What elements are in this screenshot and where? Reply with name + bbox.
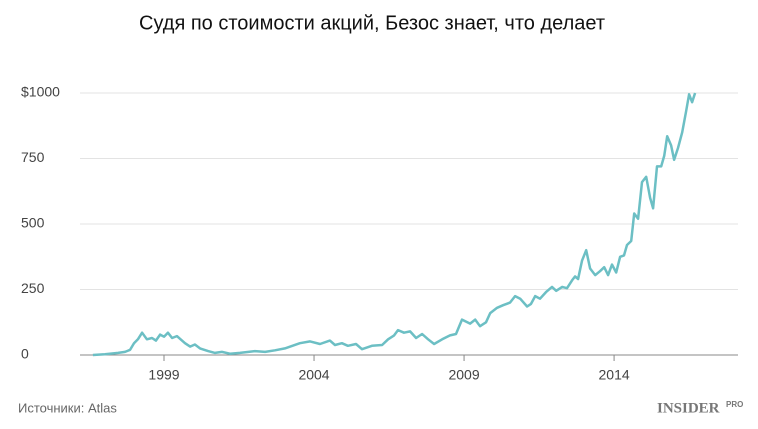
brand-suffix: PRO <box>726 400 743 409</box>
y-tick-label: 750 <box>21 149 45 165</box>
y-tick-label: 250 <box>21 280 45 296</box>
y-tick-label: 0 <box>21 346 29 362</box>
y-tick-label: 500 <box>21 215 45 231</box>
chart-title: Судя по стоимости акций, Безос знает, чт… <box>139 12 605 34</box>
price-line <box>92 92 697 357</box>
y-tick-label: $1000 <box>21 84 60 100</box>
x-tick-label: 1999 <box>148 367 179 383</box>
x-tick-label: 2009 <box>448 367 479 383</box>
x-tick-label: 2014 <box>599 367 630 383</box>
source: Источники: Atlas <box>18 400 117 415</box>
x-tick-label: 2004 <box>298 367 329 383</box>
brand: INSIDER <box>657 400 720 416</box>
